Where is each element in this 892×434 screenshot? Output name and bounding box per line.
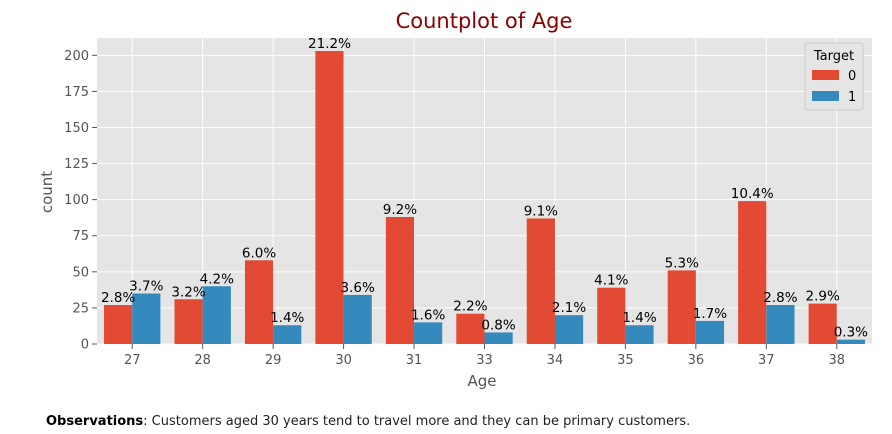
y-tick-label: 150 [64,121,89,136]
bar-series-0 [526,218,555,344]
y-tick-label: 125 [64,157,89,172]
bar-data-label: 6.0% [242,245,276,261]
bar-series-0 [385,216,415,344]
y-tick-label: 200 [64,49,89,64]
bar-labels: 2.8% 3.2%6.0%21.2%9.2%2.2%9.1%4.1%5.3%10.… [101,36,868,341]
x-tick-label: 37 [758,353,775,368]
bar-data-label: 4.2% [200,271,234,287]
bar-series-1 [484,332,513,344]
bar-data-label: 0.8% [481,317,515,333]
bar-series-1 [695,320,725,344]
x-tick-label: 34 [547,353,564,368]
bar-series-0 [174,299,203,344]
bar-series-0 [808,303,837,344]
bar-data-label: 5.3% [665,255,699,271]
y-tick-label: 100 [64,193,89,208]
bar-data-label: 3.7% [129,278,163,294]
chart-title: Countplot of Age [396,9,573,33]
bar-series-1 [414,322,443,344]
bar-data-label: 9.1% [524,203,558,219]
bar-data-label: 1.4% [270,310,304,326]
bar-data-label: 2.2% [453,299,487,315]
observation-label: Observations [46,414,144,429]
bar-series-0 [456,313,485,344]
y-tick-label: 50 [72,265,89,280]
bar-data-label: 2.8% [101,290,135,306]
bar-series-1 [132,293,161,344]
bar-series-0 [597,287,626,344]
x-tick-label: 33 [476,353,493,368]
y-tick-label: 0 [81,338,89,353]
y-tick-label: 175 [64,85,89,100]
legend-swatch-1 [812,91,839,101]
y-tick-label: 25 [72,301,89,316]
bar-data-label: 0.3% [834,325,868,341]
x-axis-ticks: 27 28 29 30 31 33 34 35 36 37 38 [124,344,845,368]
y-axis-ticks: 0 25 50 75 100 125 150 175 200 [64,49,97,353]
bar-data-label: 2.8% [763,290,797,306]
x-tick-label: 30 [335,353,352,368]
bar-data-label: 3.2% [171,284,205,300]
bar-data-label: 1.6% [411,307,445,323]
bar-data-label: 1.7% [693,306,727,322]
bar-series-1 [343,294,372,344]
bar-series-0 [738,201,767,344]
bar-series-1 [625,325,654,344]
legend-label-0: 0 [848,69,856,84]
legend-label-1: 1 [848,90,856,105]
bar-series-1 [766,305,795,344]
bars [104,50,865,344]
y-tick-label: 75 [72,229,89,244]
bar-series-0 [104,305,133,344]
observation-text: : Customers aged 30 years tend to travel… [143,414,691,429]
observation-note: Observations: Customers aged 30 years te… [46,414,690,429]
x-tick-label: 31 [406,353,423,368]
bar-series-1 [554,315,584,344]
bar-series-1 [836,339,865,344]
bar-series-1 [273,325,302,344]
x-tick-label: 36 [688,353,705,368]
legend-title: Target [813,49,854,64]
x-tick-label: 29 [265,353,282,368]
bar-data-label: 3.6% [341,280,375,296]
x-axis-label: Age [467,372,496,390]
x-tick-label: 35 [617,353,634,368]
x-tick-label: 28 [194,353,211,368]
y-axis-label: count [38,171,56,213]
bar-series-1 [202,286,231,344]
x-tick-label: 38 [828,353,845,368]
legend: Target 0 1 [804,42,864,111]
legend-swatch-0 [812,70,839,80]
bar-data-label: 2.1% [552,300,586,316]
bar-data-label: 2.9% [806,289,840,305]
bar-data-label: 1.4% [622,310,656,326]
bar-series-0 [244,260,274,344]
bar-data-label: 10.4% [731,186,774,202]
bar-data-label: 9.2% [383,202,417,218]
bar-series-0 [315,50,344,344]
bar-data-label: 4.1% [594,273,628,289]
x-tick-label: 27 [124,353,141,368]
bar-data-label: 21.2% [308,36,351,52]
bar-series-0 [667,270,696,344]
